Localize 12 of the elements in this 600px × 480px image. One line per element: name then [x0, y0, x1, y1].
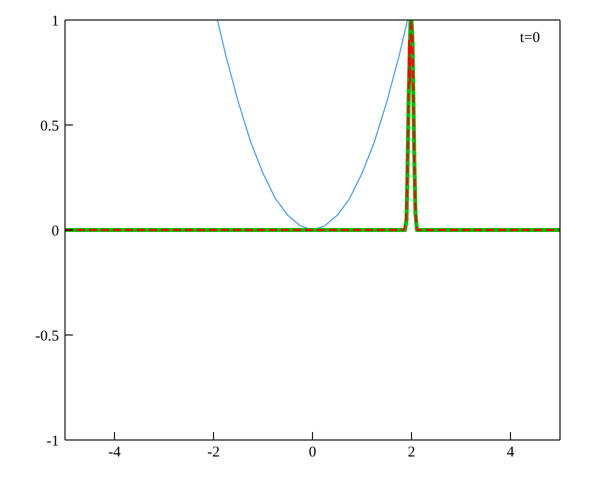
x-tick-label: 4 [506, 444, 515, 461]
y-tick-label: -0.5 [35, 328, 59, 344]
x-tick-label: 0 [308, 444, 316, 461]
y-tick-label: -1 [46, 433, 59, 450]
y-tick-label: 0 [52, 223, 59, 240]
y-tick-label: 1 [52, 13, 59, 30]
annotation: t=0 [520, 30, 540, 47]
x-tick-label: -4 [108, 444, 122, 461]
line-series [216, 20, 408, 230]
x-tick-label: -2 [207, 444, 220, 461]
x-tick-label: 2 [408, 444, 416, 461]
y-tick-label: 0.5 [40, 118, 59, 134]
